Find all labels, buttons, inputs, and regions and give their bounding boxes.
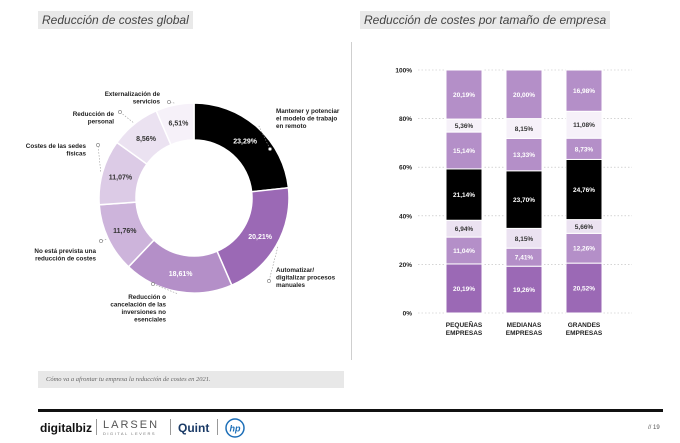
bar-value-label: 11,04% [453,248,475,255]
bar-segment [565,110,603,139]
donut-leader-dot [96,143,100,147]
donut-category-label: Costes de las sedes físicas [26,143,87,158]
bar-value-label: 5,66% [575,224,594,231]
stacked-bar-chart: 0% 20% 40% 60% 80% 100% 20,19% 11,04% 6,94% 21,14… [395,68,632,337]
donut-leader-dot [118,110,122,114]
bar-segment [505,137,543,172]
footer-rule [38,409,663,412]
bar-value-label: 24,76% [573,187,595,194]
bar-value-label: 13,33% [513,152,535,159]
bar-value-label: 20,52% [573,286,595,293]
bar-value-label: 15,14% [453,148,475,155]
donut-leader-dot [151,282,155,286]
donut-value-label: 18,61% [169,271,194,278]
donut-leader-line [258,125,271,150]
donut-chart: 23,29% Mantener y potenciar el modelo de t… [26,91,340,324]
bar-value-label: 16,98% [573,88,595,95]
donut-category-label: Reducción o cancelación de las inversiones… [110,294,166,324]
bar-segment [445,168,483,221]
donut-leader-line [97,144,101,172]
bar-value-label: 19,26% [513,287,535,294]
donut-slice [155,102,195,146]
donut-value-label: 20,21% [248,234,273,241]
larsen-logo-text: LARSEN [103,418,160,431]
bar-value-label: 6,94% [455,226,474,233]
bar-segment [565,69,603,112]
logo-separator [96,419,97,435]
donut-category-label: Externalización de servicios [105,91,161,106]
donut-value-label: 23,29% [233,139,258,146]
logo-separator [217,419,218,435]
logo-separator [170,419,171,435]
y-tick-label: 80% [399,116,412,123]
bar-value-label: 5,36% [455,123,474,130]
donut-leader-line [119,111,134,123]
y-tick-label: 40% [399,213,412,220]
bar-segment [445,69,483,120]
x-category-label: PEQUEÑAS EMPRESAS [446,320,483,337]
x-category-label: MEDIANAS EMPRESAS [506,322,543,337]
donut-value-label: 11,76% [113,228,137,235]
bar-value-label: 20,19% [453,286,475,293]
donut-category-label: Automatizar/digitalizar procesos manuales [276,267,336,289]
digitalbiz-logo: digitalbiz [40,421,92,435]
bar-segment [445,236,483,265]
bar-value-label: 21,14% [453,192,475,199]
y-tick-label: 100% [395,68,412,75]
x-category-label: GRANDES EMPRESAS [566,322,603,337]
hp-logo-icon: hp [225,418,245,438]
y-tick-label: 60% [399,165,412,172]
bar-segment [565,232,603,264]
bar-value-label: 11,08% [573,122,595,129]
bar-value-label: 8,73% [575,146,594,153]
donut-slice [193,102,290,193]
bar-chart-title: Reducción de costes por tamaño de empres… [360,11,611,29]
bar-segment [505,170,543,229]
bar-value-label: 8,15% [515,126,534,133]
donut-chart-title: Reducción de costes global [38,11,193,29]
svg-text:hp: hp [230,424,241,434]
bar-value-label: 8,15% [515,236,534,243]
donut-leader-dot [268,147,272,151]
larsen-logo: LARSEN DIGITAL LEVERS [103,418,159,438]
larsen-logo-subtext: DIGITAL LEVERS [103,430,157,436]
bar-value-label: 23,70% [513,197,535,204]
bar-value-label: 20,19% [453,92,475,99]
bar-segment [505,69,543,120]
quint-logo: Quint [178,421,210,435]
donut-category-label: Mantener y potenciar el modelo de trabajo… [276,108,340,130]
donut-leader-dot [267,279,271,283]
donut-leader-dot [167,100,171,104]
donut-category-label: Reducción de personal [73,111,115,126]
bar-segment [565,158,603,221]
figure-caption: Cómo va a afrontar tu empresa la reducci… [38,371,344,388]
donut-leader-line [100,239,107,242]
donut-category-label: No está prevista una reducción de costes [34,248,96,263]
y-tick-label: 20% [399,262,412,269]
bar-value-label: 12,26% [573,246,595,253]
donut-leader-dot [99,239,103,243]
page-number: // 19 [648,425,660,431]
bar-value-label: 20,00% [513,92,535,99]
donut-value-label: 6,51% [169,121,190,128]
donut-leader-line [152,283,178,294]
donut-value-label: 8,56% [136,136,157,143]
panel-divider [351,42,352,360]
bar-value-label: 7,41% [515,255,534,262]
hp-logo: hp [225,418,245,438]
y-tick-label: 0% [403,311,413,318]
donut-value-label: 11,07% [109,175,133,182]
